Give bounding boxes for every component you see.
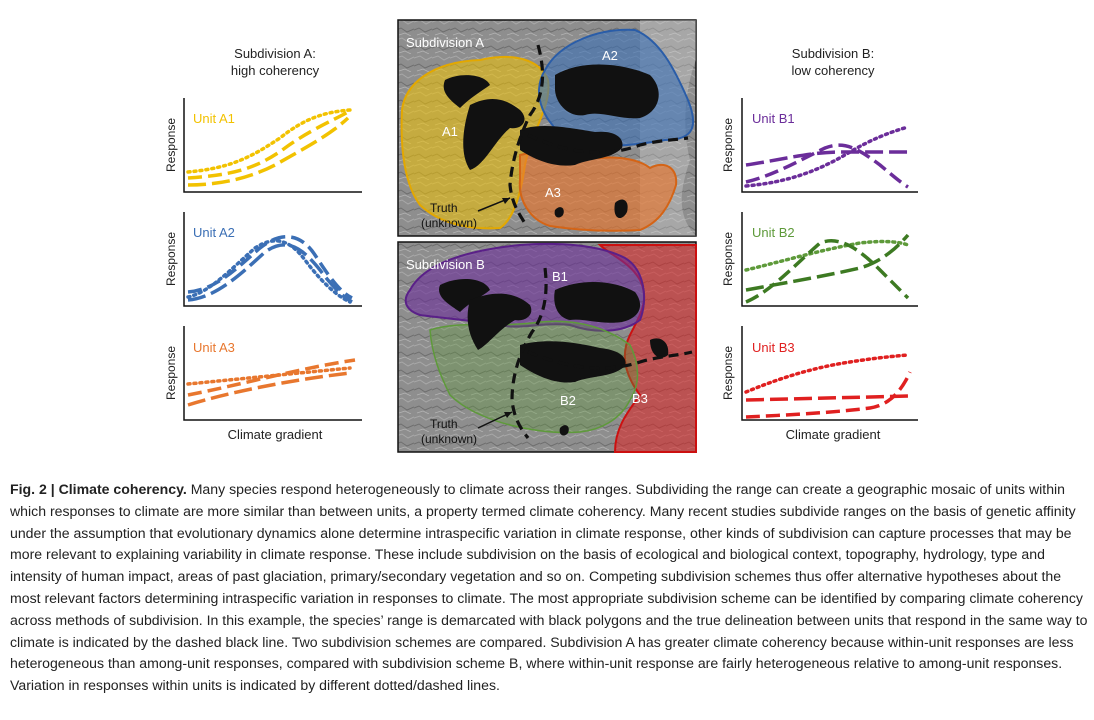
map-b-truth-label-line2: (unknown) — [421, 432, 477, 446]
map-b-truth-label-line1: Truth — [430, 417, 458, 431]
plot-b3-ylabel: Response — [721, 346, 735, 400]
map-b-title: Subdivision B — [406, 257, 485, 272]
map-a-truth-line — [508, 44, 689, 226]
plot-a2-axes — [183, 212, 362, 307]
map-a-title: Subdivision A — [406, 35, 484, 50]
left-panel: Subdivision A: high coherency Unit A1 Re… — [164, 46, 362, 442]
plot-a2-dashed-curve-1 — [187, 235, 353, 300]
map-a-truth-label-line2: (unknown) — [421, 216, 477, 230]
plot-unit-a2: Unit A2 Response — [164, 212, 362, 307]
plot-b1-dotted-curve — [744, 125, 910, 188]
plot-b1-dashed-curve-2 — [745, 143, 909, 189]
plot-unit-a1: Unit A1 Response — [164, 98, 362, 193]
plot-b1-label: Unit B1 — [752, 111, 795, 126]
plot-a1-axes — [183, 98, 362, 193]
plot-a2-label: Unit A2 — [193, 225, 235, 240]
plot-a1-dashed-curve-1 — [187, 110, 349, 180]
left-panel-title-line2: high coherency — [231, 63, 320, 78]
map-subdivision-b: Subdivision B B1 B2 B3 Truth (unknown) — [397, 241, 697, 453]
plot-a1-ylabel: Response — [164, 118, 178, 172]
plot-a1-dotted-curve — [186, 108, 352, 174]
figure-caption: Fig. 2 | Climate coherency. Many species… — [10, 479, 1088, 697]
plot-b1-ylabel: Response — [721, 118, 735, 172]
plot-a3-dashed-line-2 — [187, 371, 351, 407]
right-panel-xlabel: Climate gradient — [786, 427, 881, 442]
plot-b3-dashed-curve — [745, 371, 912, 419]
plot-a1-label: Unit A1 — [193, 111, 235, 126]
plot-b3-dashed-line — [745, 394, 911, 402]
map-b-label-b3: B3 — [632, 391, 648, 406]
plot-a3-ylabel: Response — [164, 346, 178, 400]
plot-unit-a3: Unit A3 Response Climate gradient — [164, 326, 362, 442]
plot-b2-dashed-curve-2 — [745, 239, 910, 304]
caption-text: Many species respond heterogeneously to … — [10, 481, 1088, 694]
right-panel-title-line1: Subdivision B: — [792, 46, 874, 61]
plot-a2-ylabel: Response — [164, 232, 178, 286]
plot-b2-ylabel: Response — [721, 232, 735, 286]
plot-b3-label: Unit B3 — [752, 340, 795, 355]
map-a-label-a1: A1 — [442, 124, 458, 139]
plot-a1-dashed-curve-2 — [187, 116, 350, 187]
map-b-label-b1: B1 — [552, 269, 568, 284]
right-panel-title-line2: low coherency — [791, 63, 875, 78]
plot-a2-dashed-curve-2 — [187, 243, 353, 304]
caption-label: Fig. 2 | Climate coherency. — [10, 481, 187, 497]
plot-a3-dashed-line-1 — [187, 358, 356, 397]
plot-b3-dotted-curve — [744, 353, 910, 394]
plot-b1-axes — [741, 98, 918, 193]
figure: Subdivision A: high coherency Unit A1 Re… — [164, 19, 918, 453]
plot-a3-label: Unit A3 — [193, 340, 235, 355]
plot-unit-b2: Unit B2 Response — [721, 212, 918, 307]
right-panel: Subdivision B: low coherency Unit B1 Res… — [721, 46, 918, 442]
map-b-label-b2: B2 — [560, 393, 576, 408]
plot-b3-axes — [741, 326, 918, 421]
plot-unit-b1: Unit B1 Response — [721, 98, 918, 193]
map-b-range-polygon — [439, 278, 490, 312]
plot-b2-dashed-curve-1 — [745, 233, 910, 292]
plot-b2-label: Unit B2 — [752, 225, 795, 240]
map-b-truth-line — [510, 267, 693, 439]
plot-a3-axes — [183, 326, 362, 421]
left-panel-title-line1: Subdivision A: — [234, 46, 316, 61]
map-a-label-a2: A2 — [602, 48, 618, 63]
plot-b2-axes — [741, 212, 918, 307]
map-subdivision-a: Subdivision A A1 A2 A3 Truth (unknown) — [397, 19, 697, 237]
plot-b2-dotted-curve — [744, 239, 910, 272]
map-a-range-polygon — [443, 75, 490, 108]
map-a-label-a3: A3 — [545, 185, 561, 200]
plot-unit-b3: Unit B3 Response Climate gradient — [721, 326, 918, 442]
left-panel-xlabel: Climate gradient — [228, 427, 323, 442]
plot-b1-dashed-curve-1 — [745, 150, 908, 167]
map-a-truth-label-line1: Truth — [430, 201, 458, 215]
